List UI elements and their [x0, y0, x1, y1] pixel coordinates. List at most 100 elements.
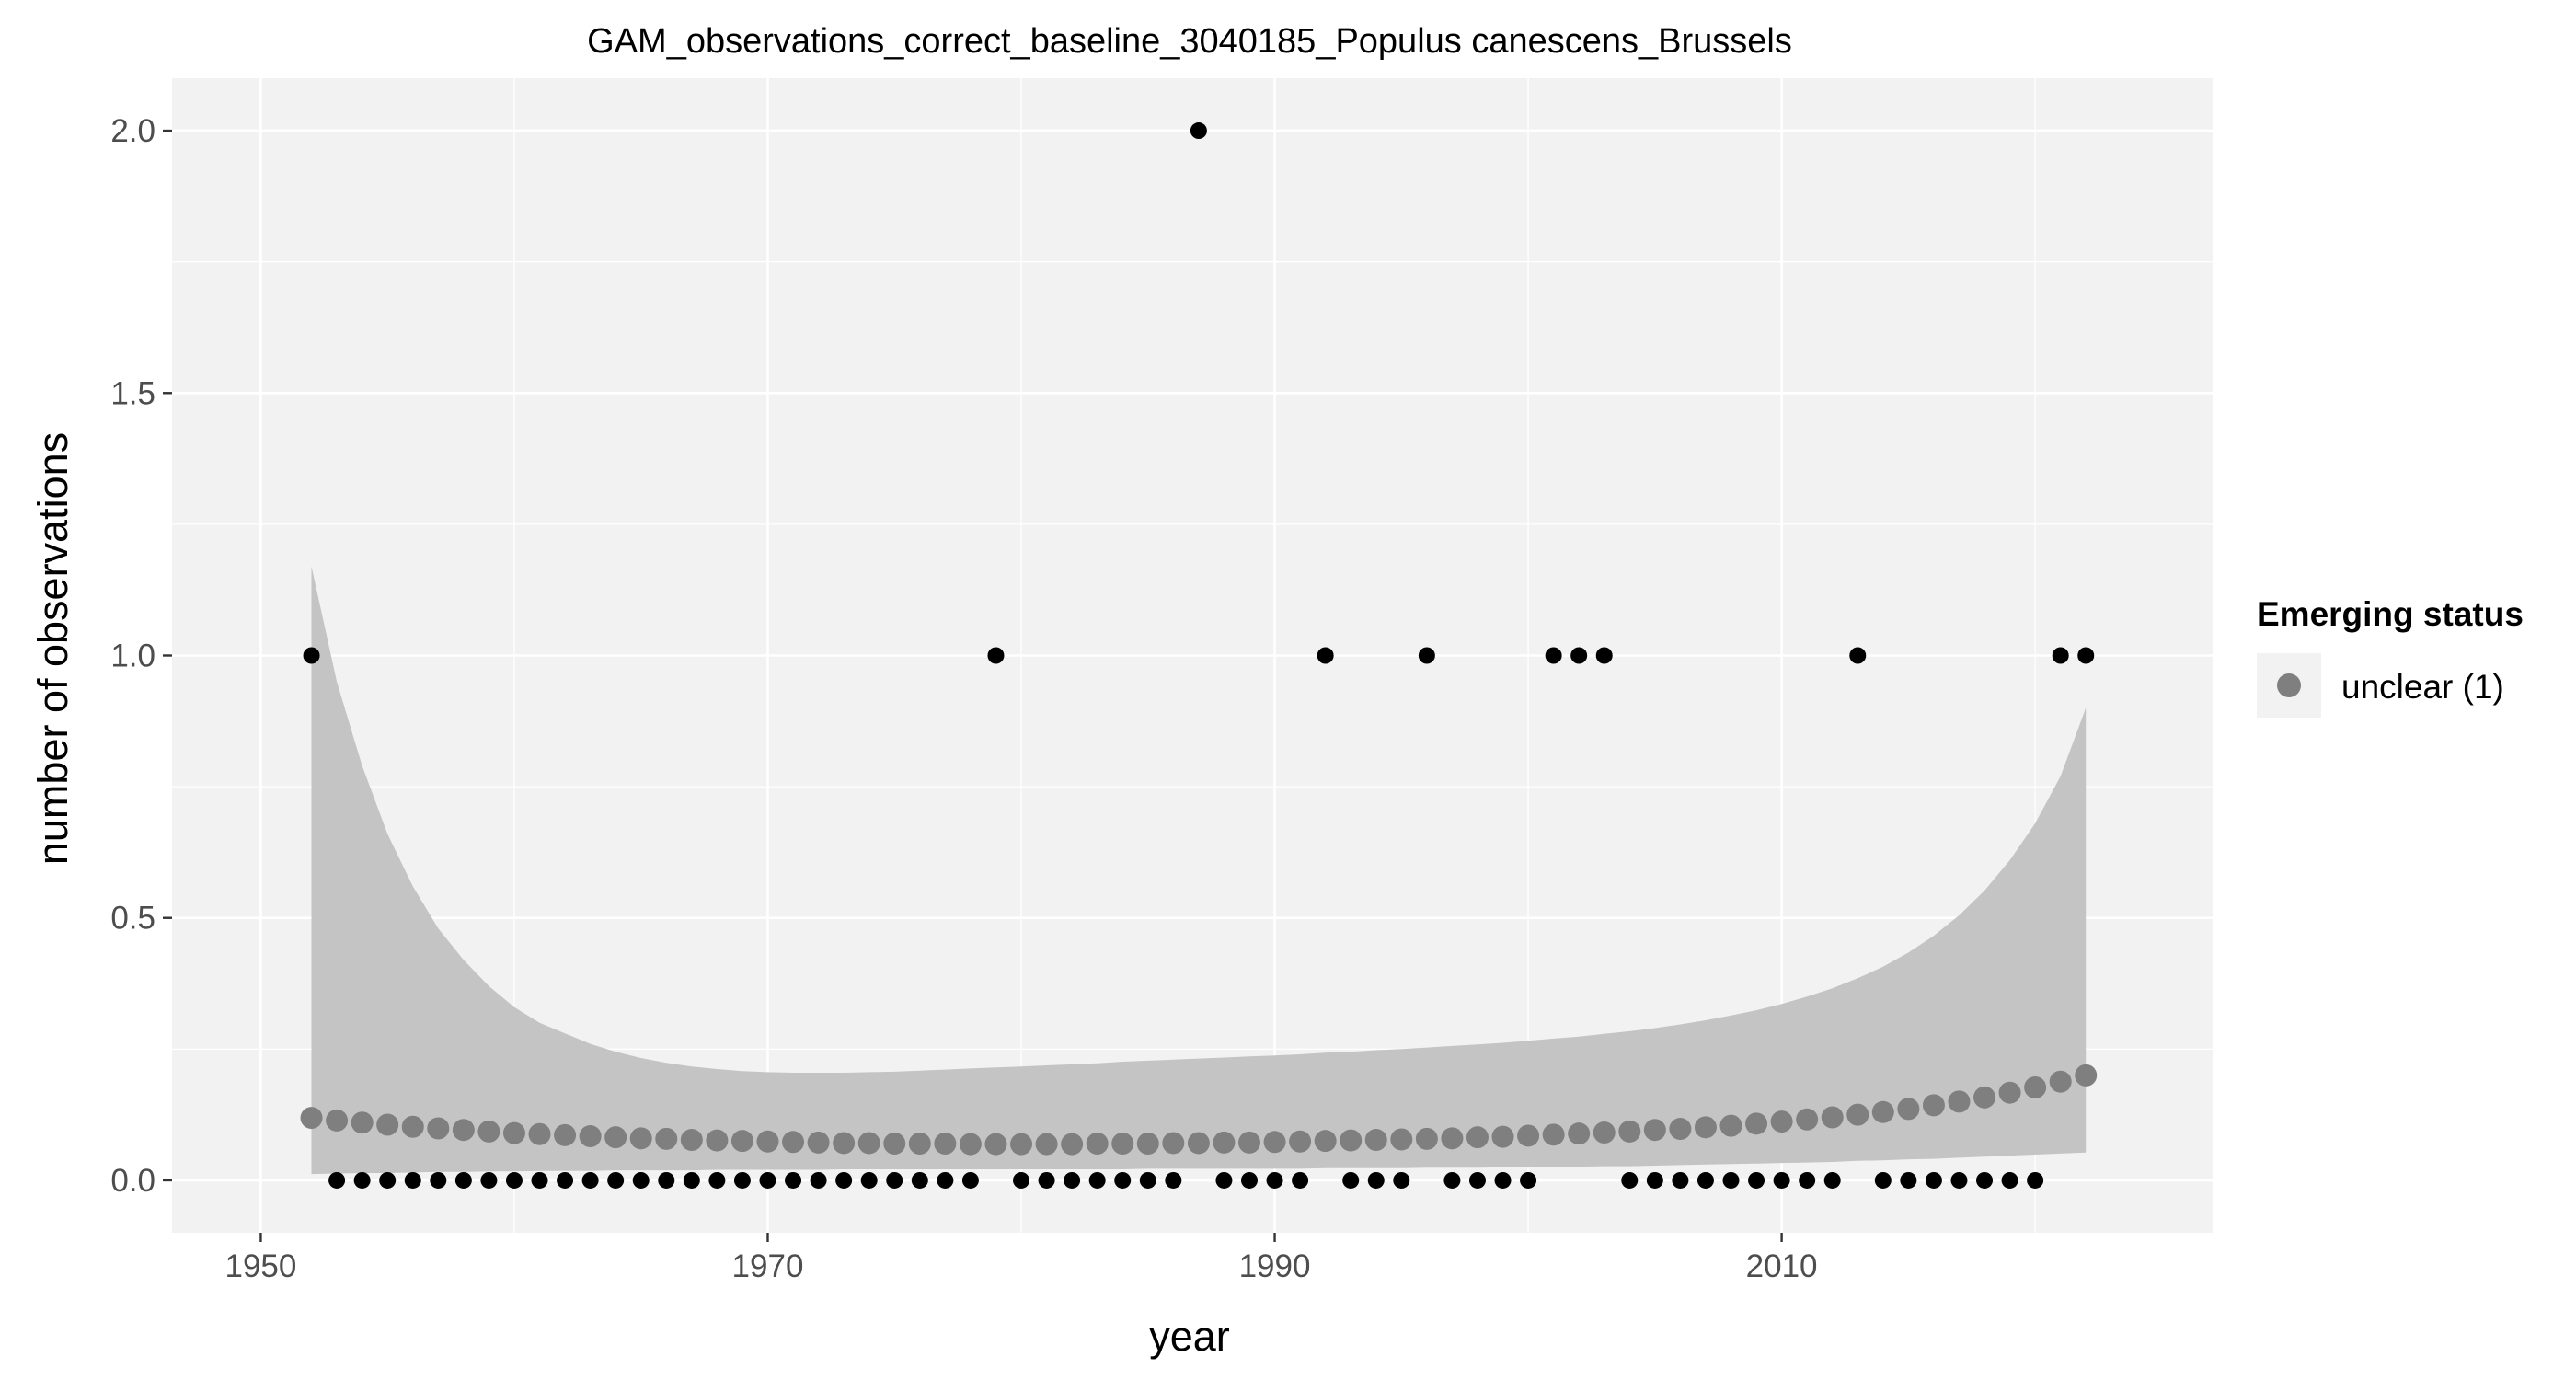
observed-point	[1696, 1171, 1714, 1189]
observed-point	[785, 1171, 802, 1189]
fitted-point	[351, 1111, 374, 1134]
observed-point	[1799, 1171, 1816, 1189]
fitted-point	[1466, 1126, 1489, 1149]
observed-point	[1925, 1171, 1942, 1189]
fitted-point	[528, 1122, 551, 1145]
observed-point	[911, 1171, 928, 1189]
observed-point	[505, 1171, 523, 1189]
observed-point	[2052, 647, 2069, 664]
observed-point	[1266, 1171, 1283, 1189]
observed-point	[1240, 1171, 1258, 1189]
major-gridlines	[172, 78, 2213, 1233]
observed-point	[1520, 1171, 1537, 1189]
fitted-point	[730, 1130, 753, 1153]
observed-point	[303, 647, 320, 664]
observed-point	[1849, 647, 1867, 664]
observed-point	[2077, 647, 2095, 664]
observed-point	[1468, 1171, 1486, 1189]
observed-point	[937, 1171, 954, 1189]
fitted-point	[2075, 1064, 2098, 1087]
observed-point	[1038, 1171, 1055, 1189]
observed-point	[353, 1171, 371, 1189]
observed-point	[1215, 1171, 1233, 1189]
fitted-point	[452, 1119, 475, 1142]
fitted-point	[934, 1133, 957, 1156]
fitted-point	[1998, 1081, 2021, 1104]
fitted-point	[401, 1115, 424, 1138]
observed-point	[404, 1171, 421, 1189]
observed-point	[1773, 1171, 1790, 1189]
fitted-point	[680, 1129, 703, 1152]
chart-title: GAM_observations_correct_baseline_304018…	[587, 22, 1792, 61]
observed-point	[531, 1171, 548, 1189]
fitted-point	[655, 1127, 678, 1150]
observed-point	[1494, 1171, 1512, 1189]
observed-point	[961, 1171, 979, 1189]
fitted-point	[427, 1117, 450, 1140]
fitted-point	[1289, 1130, 1312, 1153]
y-axis-label: number of observations	[29, 432, 76, 865]
observed-point	[1621, 1171, 1639, 1189]
fitted-point	[1187, 1132, 1210, 1155]
fitted-point	[1364, 1129, 1387, 1152]
observed-point	[1165, 1171, 1182, 1189]
y-tick-label: 0.0	[110, 1163, 155, 1199]
fitted-point	[579, 1125, 602, 1148]
observed-point	[708, 1171, 726, 1189]
observed-point	[658, 1171, 675, 1189]
observed-point	[987, 647, 1005, 664]
observed-point	[683, 1171, 700, 1189]
fitted-point	[1948, 1090, 1971, 1113]
fitted-point	[1213, 1131, 1236, 1154]
fitted-point	[1441, 1127, 1464, 1150]
observed-point	[1088, 1171, 1106, 1189]
observed-point	[2027, 1171, 2044, 1189]
fitted-point	[1517, 1124, 1540, 1147]
observed-point	[557, 1171, 574, 1189]
fitted-point	[376, 1113, 399, 1136]
fitted-point	[1010, 1133, 1033, 1156]
fitted-point	[1643, 1119, 1666, 1142]
fitted-point	[756, 1130, 779, 1153]
y-tick-label: 1.5	[110, 375, 155, 411]
fitted-point	[1897, 1098, 1920, 1121]
fitted-point	[1111, 1133, 1134, 1156]
fitted-point	[477, 1120, 500, 1143]
axis-ticks	[163, 129, 1783, 1242]
fitted-point	[1263, 1131, 1286, 1154]
fitted-point	[1719, 1114, 1742, 1137]
fitted-points	[300, 1064, 2098, 1156]
observed-point	[733, 1171, 751, 1189]
fitted-point	[1846, 1103, 1869, 1126]
observed-point	[1976, 1171, 1994, 1189]
fitted-point	[1314, 1130, 1337, 1153]
observed-point	[328, 1171, 346, 1189]
observed-point	[607, 1171, 625, 1189]
observed-point	[1748, 1171, 1765, 1189]
observed-point	[1646, 1171, 1663, 1189]
observed-point	[1672, 1171, 1689, 1189]
observed-point	[454, 1171, 472, 1189]
fitted-point	[833, 1132, 856, 1155]
fitted-point	[1542, 1123, 1565, 1146]
fitted-point	[1136, 1133, 1159, 1156]
fitted-point	[1340, 1129, 1363, 1152]
fitted-point	[782, 1131, 805, 1154]
fitted-point	[2049, 1070, 2072, 1093]
observed-point	[1342, 1171, 1360, 1189]
legend-label: unclear (1)	[2341, 668, 2504, 706]
x-tick-label: 1970	[732, 1248, 804, 1284]
y-tick-labels: 0.0 0.5 1.0 1.5 2.0	[110, 113, 155, 1199]
fitted-point	[908, 1133, 931, 1156]
fitted-point	[1770, 1110, 1793, 1133]
fitted-point	[984, 1133, 1007, 1156]
observed-point	[1722, 1171, 1740, 1189]
observed-point	[1418, 647, 1435, 664]
fitted-point	[706, 1129, 729, 1152]
fitted-point	[1491, 1125, 1514, 1148]
fitted-point	[502, 1121, 525, 1144]
observed-points	[303, 122, 2095, 1189]
fitted-point	[807, 1131, 830, 1154]
fitted-point	[1669, 1118, 1692, 1141]
observed-point	[1367, 1171, 1385, 1189]
